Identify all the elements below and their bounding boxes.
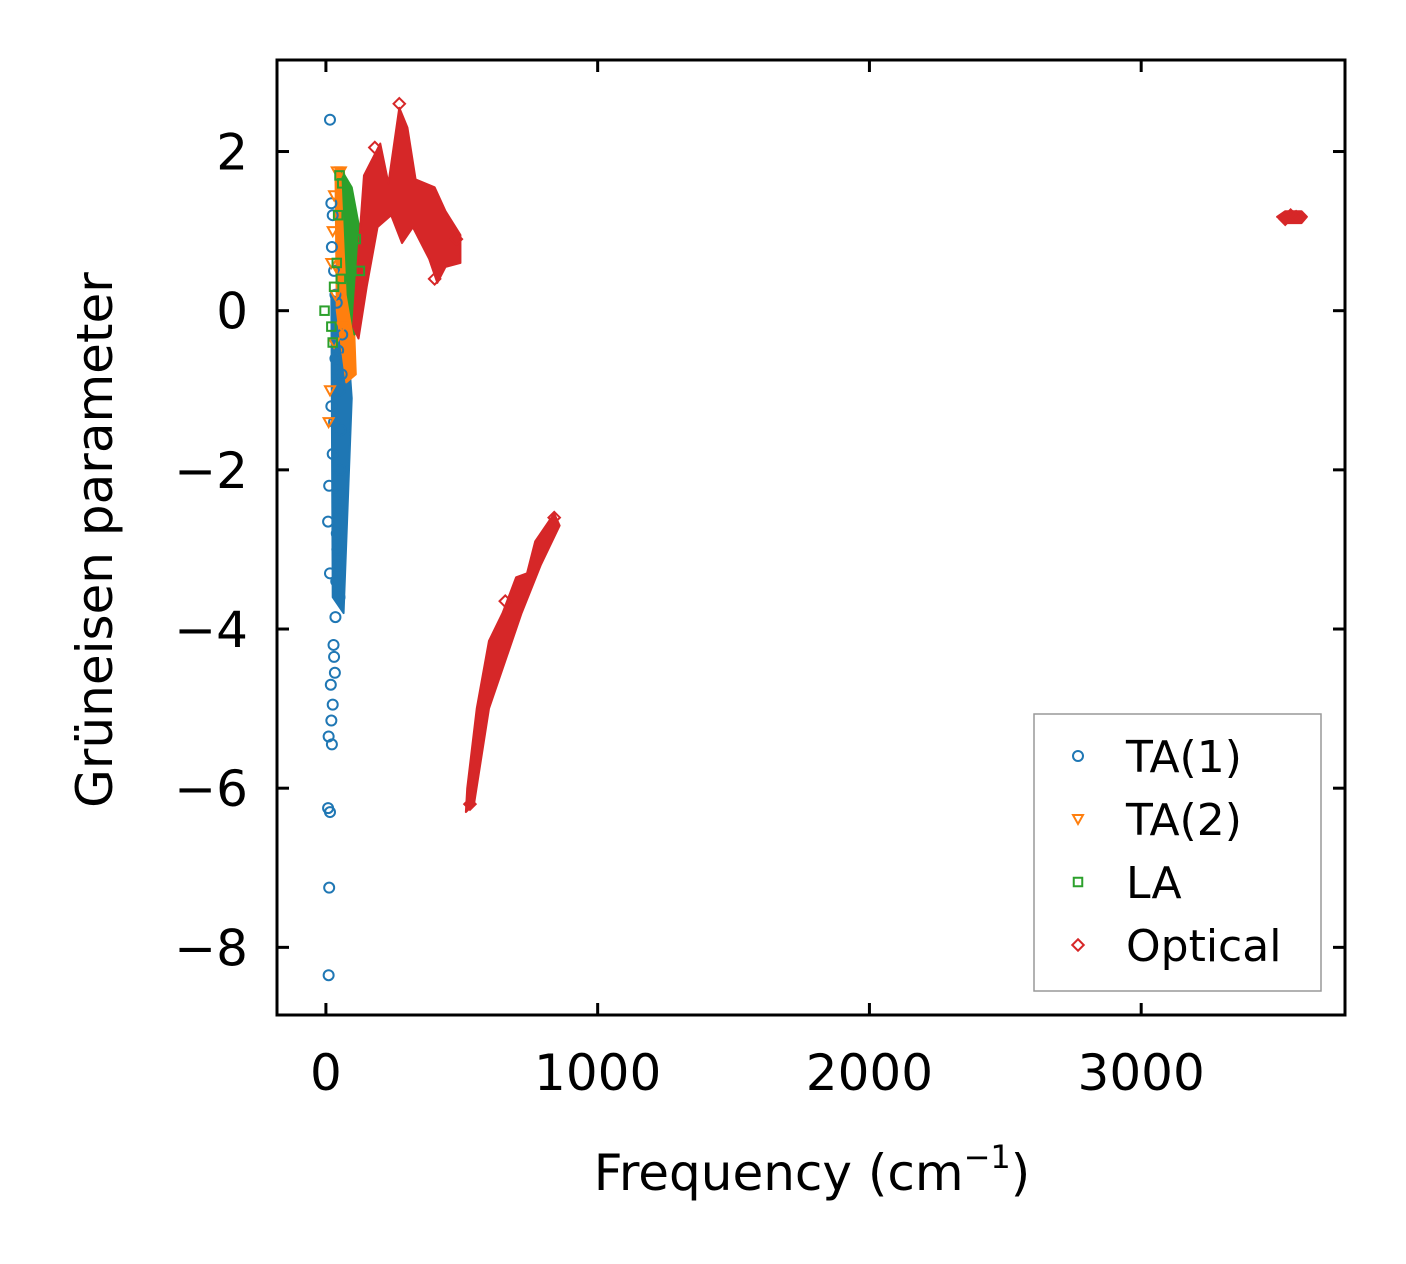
series-optical-point-6 [392, 96, 407, 111]
series-ta-1-point-1 [325, 197, 338, 210]
legend-marker-ta-2 [1071, 814, 1085, 827]
series-ta-1-point-12 [326, 698, 339, 711]
series-ta-1-point-18 [322, 969, 335, 982]
x-tick-label-2000: 2000 [806, 1044, 933, 1102]
x-axis-title-close: ) [1011, 1144, 1031, 1202]
series-ta-1-point-7 [322, 515, 335, 528]
legend: TA(1) TA(2) LA Optical [1033, 713, 1322, 992]
series-ta-1-point-0 [323, 113, 336, 126]
legend-label-ta-1: TA(1) [1125, 732, 1242, 783]
legend-items: TA(1) TA(2) LA Optical [1070, 732, 1281, 972]
series-optical-point-0 [498, 594, 513, 609]
series-ta-1-point-8 [323, 479, 336, 492]
y-tick-label--2: −2 [174, 442, 248, 500]
x-tick-label-0: 0 [310, 1044, 342, 1102]
series-ta-2-point-10 [335, 321, 349, 334]
series-la-point-6 [319, 305, 330, 316]
series-ta-1-point-21 [329, 611, 342, 624]
y-tick-label-2: 2 [216, 124, 248, 182]
axis-ticks: 0 1000 2000 3000 −8 −6 −4 −2 0 2 [174, 60, 1345, 1102]
series-ta-1-point-24 [325, 400, 338, 413]
plot-frame [275, 58, 1347, 1017]
y-tick-label--6: −6 [174, 760, 248, 818]
series-ta-1-point-28 [332, 503, 345, 516]
series-ta-1-point-33 [329, 352, 342, 365]
series-ta-2-point-4 [324, 257, 339, 270]
x-axis-title-main: Frequency (cm [594, 1144, 964, 1202]
series-ta-1-point-25 [332, 344, 345, 357]
legend-label-ta-2: TA(2) [1125, 795, 1242, 846]
legend-marker-optical [1070, 937, 1086, 953]
x-tick-label-1000: 1000 [534, 1044, 661, 1102]
legend-marker-ta-1 [1072, 750, 1084, 762]
series-la-point-8 [326, 321, 337, 332]
y-axis-title: Grüneisen parameter [66, 272, 124, 808]
series-ta-1-point-26 [333, 384, 346, 397]
series-ta-1-point-10 [324, 678, 337, 691]
x-tick-label-3000: 3000 [1078, 1044, 1205, 1102]
series-ta-1-point-2 [326, 209, 339, 222]
series-ta-1-point-27 [334, 424, 347, 437]
y-tick-label-0: 0 [216, 283, 248, 341]
series-la-point-5 [335, 273, 347, 285]
data-points [319, 96, 1304, 982]
series-ta-1-point-23 [326, 447, 339, 460]
series-ta-1-point-19 [327, 638, 340, 651]
series-ta-1-point-3 [325, 241, 338, 254]
series-ta-1-point-20 [328, 650, 341, 663]
series-optical-point-1 [462, 796, 478, 812]
series-optical-band-1 [464, 512, 561, 814]
series-la-point-7 [327, 337, 338, 348]
legend-label-la: LA [1126, 858, 1182, 909]
series-la-point-1 [336, 178, 348, 189]
series-ta-1-point-17 [323, 881, 336, 894]
series-la-point-4 [328, 281, 340, 293]
series-ta-1-point-22 [330, 575, 343, 588]
series-ta-1-point-14 [322, 730, 335, 743]
series-ta-2-point-2 [327, 190, 341, 203]
series-optical-point-7 [367, 140, 382, 155]
series-ta-2-point-7 [321, 417, 336, 430]
series-ta-1-point-9 [323, 567, 336, 580]
series-ta-1-point-35 [330, 527, 343, 540]
series-ta-2-point-8 [323, 385, 337, 398]
series-la-point-10 [354, 265, 366, 277]
x-axis-title-exponent: −1 [964, 1138, 1011, 1176]
series-optical-band-0 [352, 106, 462, 340]
series-ta-1-point-37 [328, 666, 341, 679]
series-ta-2-point-11 [340, 353, 355, 366]
series-ta-1-point-38 [332, 559, 345, 572]
series-optical-point-5 [1288, 209, 1304, 224]
series-ta-1-point-30 [334, 463, 347, 476]
series-optical-point-8 [449, 231, 464, 247]
series-ta-1-point-29 [331, 543, 344, 556]
legend-marker-la [1072, 876, 1084, 888]
series-ta-1-point-39 [334, 487, 347, 500]
series-ta-1-point-36 [333, 591, 346, 604]
series-optical-point-9 [427, 271, 442, 287]
series-optical-point-4 [1278, 212, 1293, 227]
series-la-point-2 [332, 209, 344, 221]
series-optical-point-2 [547, 510, 562, 525]
legend-label-optical: Optical [1126, 921, 1281, 972]
series-ta-1-point-11 [325, 714, 338, 727]
series-ta-1-point-16 [323, 806, 336, 819]
series-ta-2-point-3 [326, 226, 340, 239]
series-la-point-9 [350, 233, 362, 245]
series-la-point-3 [331, 257, 343, 269]
series-ta-1-point-31 [335, 368, 348, 381]
x-axis-title: Frequency (cm−1) [594, 1138, 1031, 1202]
y-tick-label--8: −8 [174, 919, 248, 977]
y-tick-label--4: −4 [174, 601, 248, 659]
